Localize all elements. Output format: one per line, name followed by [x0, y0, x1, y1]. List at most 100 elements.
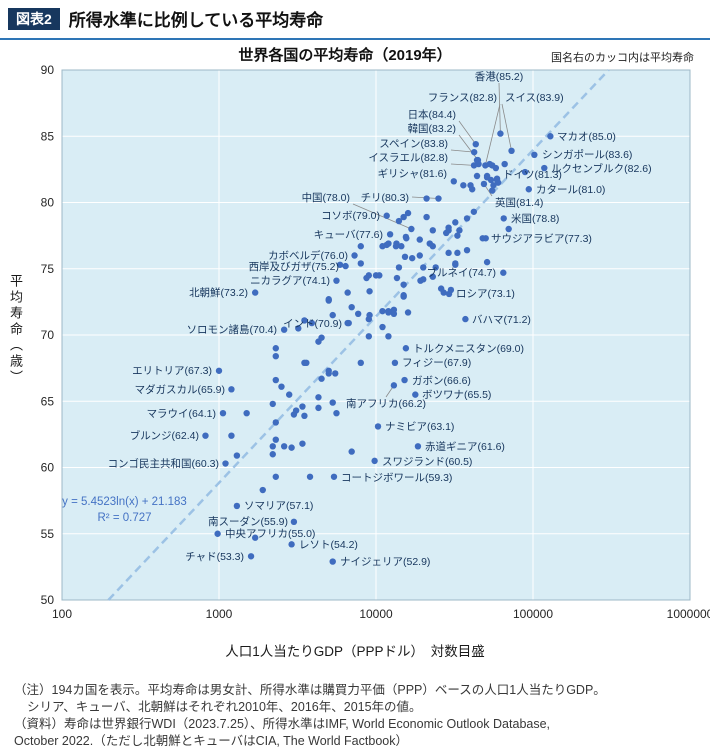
- data-point: [492, 164, 500, 172]
- data-point: [329, 399, 336, 406]
- data-point: [344, 289, 351, 296]
- data-point: [278, 383, 285, 390]
- country-label: シンガポール(83.6): [542, 149, 632, 161]
- country-label: ブルンジ(62.4): [130, 429, 199, 442]
- data-point: [452, 219, 459, 226]
- data-point: [308, 319, 315, 327]
- country-label: スワジランド(60.5): [382, 456, 472, 468]
- country-label: ロシア(73.1): [456, 288, 515, 300]
- data-point: [272, 376, 279, 384]
- x-tick-label: 1000000: [667, 607, 710, 621]
- x-axis-title: 人口1人当たりGDP（PPPドル） 対数目盛: [225, 644, 485, 659]
- data-point: [400, 293, 407, 300]
- plot-border: [61, 69, 691, 601]
- data-point: [390, 382, 398, 389]
- source-notes: （注）194カ国を表示。平均寿命は男女計、所得水準は購買力平価（PPP）ベースの…: [14, 682, 702, 750]
- data-point: [404, 209, 412, 217]
- data-point: [452, 260, 459, 267]
- data-point: [214, 530, 221, 537]
- data-point: [345, 319, 352, 327]
- label-leader-line: [458, 134, 479, 161]
- data-point: [376, 272, 383, 279]
- data-point: [329, 311, 336, 319]
- data-point: [505, 225, 512, 233]
- data-point: [501, 160, 508, 168]
- country-label: レソト(54.2): [299, 539, 358, 551]
- data-point: [385, 333, 392, 340]
- data-point: [463, 247, 471, 254]
- data-point: [423, 213, 430, 221]
- country-label: ドイツ(81.3): [503, 169, 562, 181]
- data-point: [400, 213, 407, 221]
- data-point: [303, 359, 310, 367]
- data-point: [420, 264, 427, 271]
- data-point: [269, 451, 276, 458]
- data-point: [259, 486, 266, 494]
- country-label: 西岸及びガザ(75.2): [249, 261, 339, 273]
- data-point: [288, 444, 295, 451]
- data-point: [336, 261, 344, 268]
- label-leader-line: [484, 103, 501, 166]
- y-tick-label: 55: [41, 527, 55, 541]
- data-point: [483, 174, 491, 181]
- country-label: カボベルデ(76.0): [268, 249, 348, 262]
- country-label: ギリシャ(81.6): [378, 168, 447, 180]
- data-point: [365, 333, 373, 340]
- data-point: [272, 473, 279, 480]
- country-label: マラウイ(64.1): [147, 408, 216, 420]
- y-tick-label: 60: [41, 461, 55, 475]
- data-point: [390, 306, 398, 314]
- data-point: [366, 311, 373, 319]
- data-point: [348, 448, 355, 455]
- data-point: [497, 130, 504, 137]
- data-point: [366, 288, 373, 295]
- data-point: [400, 281, 407, 288]
- data-point: [295, 325, 302, 332]
- data-point: [423, 195, 430, 202]
- country-label: サウジアラビア(77.3): [491, 233, 592, 245]
- data-point: [306, 473, 314, 480]
- scatter-plot: 香港(85.2) フランス(82.8) スイス(83.9) 日本(84.4) 韓国(83…: [41, 63, 710, 621]
- country-label: カタール(81.0): [536, 184, 605, 196]
- data-point: [460, 182, 467, 189]
- data-point: [412, 391, 419, 398]
- label-leader-line: [352, 203, 412, 230]
- data-point: [404, 309, 412, 316]
- data-point: [470, 208, 478, 215]
- data-point: [272, 353, 279, 360]
- data-point: [392, 243, 400, 250]
- data-point: [329, 558, 336, 565]
- data-point: [470, 148, 478, 156]
- data-point: [395, 264, 403, 271]
- y-axis-title: 平均寿命（歳）: [8, 274, 23, 386]
- data-point: [348, 303, 355, 311]
- data-point: [483, 258, 491, 266]
- x-tick-label: 1000: [206, 607, 233, 621]
- country-label: 中央アフリカ(55.0): [225, 527, 315, 540]
- data-point: [269, 443, 276, 450]
- data-point: [479, 235, 486, 242]
- data-point: [416, 252, 423, 259]
- country-label: 英国(81.4): [495, 196, 543, 209]
- note-line: シリア、キューバ、北朝鮮はそれぞれ2010年、2016年、2015年の値。: [27, 700, 422, 714]
- label-leader-line: [501, 103, 512, 151]
- data-point: [402, 345, 410, 352]
- data-point: [357, 359, 364, 367]
- data-point: [393, 274, 401, 282]
- y-tick-label: 65: [41, 394, 55, 408]
- label-leader-line: [458, 120, 477, 145]
- trendline-r2: R² = 0.727: [97, 512, 152, 524]
- country-label: チャド(53.3): [185, 551, 244, 563]
- country-label: 南アフリカ(66.2): [346, 397, 426, 410]
- y-tick-label: 50: [41, 593, 55, 607]
- data-point: [371, 457, 378, 465]
- data-point: [541, 164, 548, 172]
- country-label: フィジー(67.9): [402, 357, 471, 369]
- country-label: ガボン(66.6): [412, 375, 471, 387]
- data-point: [251, 534, 259, 541]
- data-point: [462, 315, 469, 323]
- label-leader-line: [450, 163, 475, 166]
- figure-number-badge: 図表2: [8, 7, 60, 30]
- country-label: スイス(83.9): [505, 92, 564, 104]
- data-point: [454, 232, 461, 239]
